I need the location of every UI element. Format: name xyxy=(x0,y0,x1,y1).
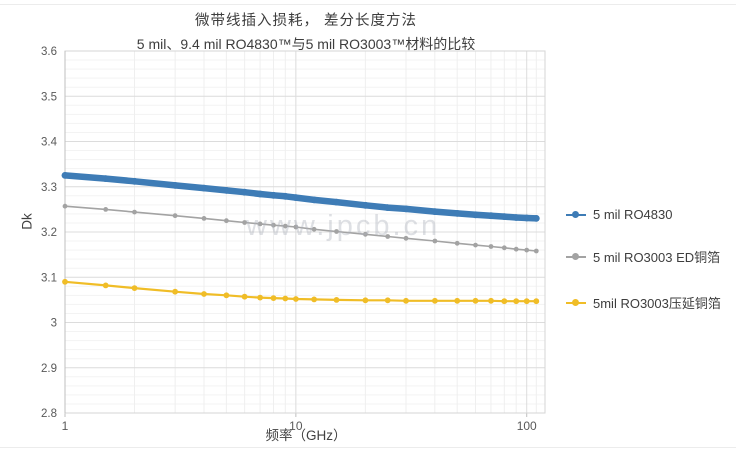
chart-title-line2: 5 mil、9.4 mil RO4830™与5 mil RO3003™材料的比较 xyxy=(136,36,476,52)
legend-label: 5 mil RO4830 xyxy=(593,207,673,222)
bottom-divider xyxy=(0,447,736,448)
svg-text:3: 3 xyxy=(51,318,57,330)
legend-line-marker-icon xyxy=(566,211,586,218)
svg-text:3.2: 3.2 xyxy=(41,227,57,239)
svg-text:100: 100 xyxy=(517,419,537,433)
legend-dot-icon xyxy=(572,299,579,306)
legend-item-ro3003-rolled: 5mil RO3003压延铜箔 xyxy=(566,293,721,312)
legend-dot-icon xyxy=(572,211,579,218)
legend-label: 5mil RO3003压延铜箔 xyxy=(593,296,721,311)
svg-text:3.1: 3.1 xyxy=(41,272,57,284)
svg-text:3.3: 3.3 xyxy=(41,182,57,194)
legend-item-ro3003-ed: 5 mil RO3003 ED铜箔 xyxy=(566,247,720,266)
x-axis-title: 频率（GHz） xyxy=(265,428,347,443)
svg-text:3.6: 3.6 xyxy=(41,46,57,58)
chart-title-line1: 微带线插入损耗， 差分长度方法 xyxy=(194,13,418,29)
chart-title: 微带线插入损耗， 差分长度方法 5 mil、9.4 mil RO4830™与5 … xyxy=(0,9,612,54)
svg-text:3.4: 3.4 xyxy=(41,137,58,149)
legend-item-ro4830: 5 mil RO4830 xyxy=(566,207,672,222)
legend-line-marker-icon xyxy=(566,253,586,260)
top-divider xyxy=(0,4,736,5)
svg-text:1: 1 xyxy=(62,419,69,433)
legend-dot-icon xyxy=(572,253,579,260)
svg-text:2.8: 2.8 xyxy=(41,408,57,420)
legend-label: 5 mil RO3003 ED铜箔 xyxy=(593,250,721,265)
y-axis-title: Dk xyxy=(19,213,35,230)
svg-text:10: 10 xyxy=(289,419,303,433)
legend-line-marker-icon xyxy=(566,299,586,306)
svg-text:3.5: 3.5 xyxy=(41,91,57,103)
svg-text:2.9: 2.9 xyxy=(41,363,57,375)
